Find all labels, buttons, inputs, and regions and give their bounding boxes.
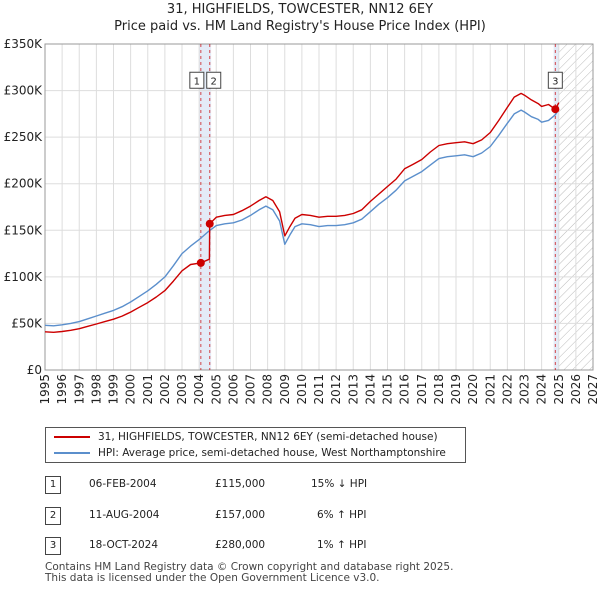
marker-label-box	[206, 71, 222, 89]
sale-point	[205, 219, 214, 228]
y-tick-label: £0	[27, 363, 42, 377]
x-tick-label: 2016	[398, 374, 412, 405]
x-tick-label: 1999	[107, 374, 121, 405]
marker-label-box	[547, 71, 563, 89]
transaction-hpi: 6% ↑ HPI	[317, 509, 367, 521]
x-tick-label: 1998	[89, 374, 103, 405]
shade-band	[553, 44, 559, 370]
x-tick-label: 1997	[72, 374, 86, 405]
x-tick-label: 2000	[124, 374, 138, 405]
x-tick-label: 2026	[569, 374, 583, 405]
x-tick-label: 2011	[312, 374, 326, 405]
transaction-date: 06-FEB-2004	[89, 478, 157, 490]
x-tick-label: 2013	[346, 374, 360, 405]
marker-label-box	[189, 71, 205, 89]
legend-label-property: 31, HIGHFIELDS, TOWCESTER, NN12 6EY (sem…	[98, 431, 438, 443]
y-tick-label: £100K	[4, 270, 44, 284]
x-tick-label: 2018	[432, 374, 446, 405]
property-price-line	[44, 92, 560, 333]
sale-point	[551, 105, 560, 114]
x-tick-label: 2025	[552, 374, 566, 405]
transaction-row: 1 06-FEB-2004 £115,000 15% ↓ HPI	[45, 476, 545, 496]
transaction-number: 3	[45, 537, 61, 555]
legend-item-property: 31, HIGHFIELDS, TOWCESTER, NN12 6EY (sem…	[54, 429, 438, 445]
price-chart: £0 £50K £100K £150K £200K £250K £300K £350K 1995…	[4, 37, 600, 405]
plot-border	[44, 43, 594, 371]
legend-swatch-hpi	[54, 452, 90, 454]
transaction-price: £157,000	[215, 509, 266, 521]
marker-label: 1	[194, 76, 200, 87]
x-tick-label: 2014	[363, 374, 377, 405]
x-tick-label: 2017	[415, 374, 429, 405]
x-tick-label: 2005	[209, 374, 223, 405]
transaction-hpi: 15% ↓ HPI	[311, 478, 368, 490]
transaction-hpi: 1% ↑ HPI	[317, 539, 367, 551]
footer-licence: This data is licensed under the Open Gov…	[45, 572, 380, 584]
chart-title: 31, HIGHFIELDS, TOWCESTER, NN12 6EY	[166, 2, 434, 17]
x-tick-label: 1995	[38, 374, 52, 405]
x-tick-label: 2003	[175, 374, 189, 405]
legend-label-hpi: HPI: Average price, semi-detached house,…	[98, 447, 446, 459]
y-tick-label: £50K	[11, 316, 43, 330]
y-tick-label: £200K	[4, 177, 44, 191]
legend-item-hpi: HPI: Average price, semi-detached house,…	[54, 445, 446, 461]
transaction-number: 2	[45, 507, 61, 525]
y-tick-label: £150K	[4, 223, 44, 237]
x-tick-label: 2020	[466, 374, 480, 405]
transaction-row: 2 11-AUG-2004 £157,000 6% ↑ HPI	[45, 507, 545, 527]
x-tick-label: 2012	[329, 374, 343, 405]
chart-legend: 31, HIGHFIELDS, TOWCESTER, NN12 6EY (sem…	[45, 427, 466, 463]
x-tick-label: 2015	[381, 374, 395, 405]
sale-point	[196, 258, 205, 267]
shade-band	[199, 44, 212, 370]
x-tick-label: 2023	[518, 374, 532, 405]
x-tick-label: 2002	[158, 374, 172, 405]
x-tick-label: 2007	[244, 374, 258, 405]
transaction-price: £280,000	[215, 539, 266, 551]
y-tick-label: £250K	[4, 130, 44, 144]
x-tick-label: 2019	[449, 374, 463, 405]
marker-label: 2	[211, 76, 217, 87]
x-tick-label: 2008	[261, 374, 275, 405]
x-tick-label: 2022	[500, 374, 514, 405]
x-tick-label: 2004	[192, 374, 206, 405]
x-tick-label: 2021	[483, 374, 497, 405]
footer-copyright: Contains HM Land Registry data © Crown c…	[45, 561, 454, 573]
transaction-date: 11-AUG-2004	[89, 509, 160, 521]
hpi-line	[44, 108, 560, 327]
y-tick-label: £300K	[4, 84, 44, 98]
x-tick-label: 2009	[278, 374, 292, 405]
y-tick-label: £350K	[4, 37, 44, 51]
transaction-date: 18-OCT-2024	[89, 539, 158, 551]
x-tick-label: 2027	[586, 374, 600, 405]
chart-subtitle: Price paid vs. HM Land Registry's House …	[114, 19, 486, 34]
x-tick-label: 2024	[535, 374, 549, 405]
marker-label: 3	[552, 76, 558, 87]
x-tick-label: 1996	[55, 374, 69, 405]
transaction-price: £115,000	[215, 478, 266, 490]
x-tick-label: 2001	[141, 374, 155, 405]
x-tick-label: 2010	[295, 374, 309, 405]
transaction-row: 3 18-OCT-2024 £280,000 1% ↑ HPI	[45, 537, 545, 557]
legend-swatch-property	[54, 436, 90, 438]
transaction-number: 1	[45, 476, 61, 494]
x-tick-label: 2006	[226, 374, 240, 405]
